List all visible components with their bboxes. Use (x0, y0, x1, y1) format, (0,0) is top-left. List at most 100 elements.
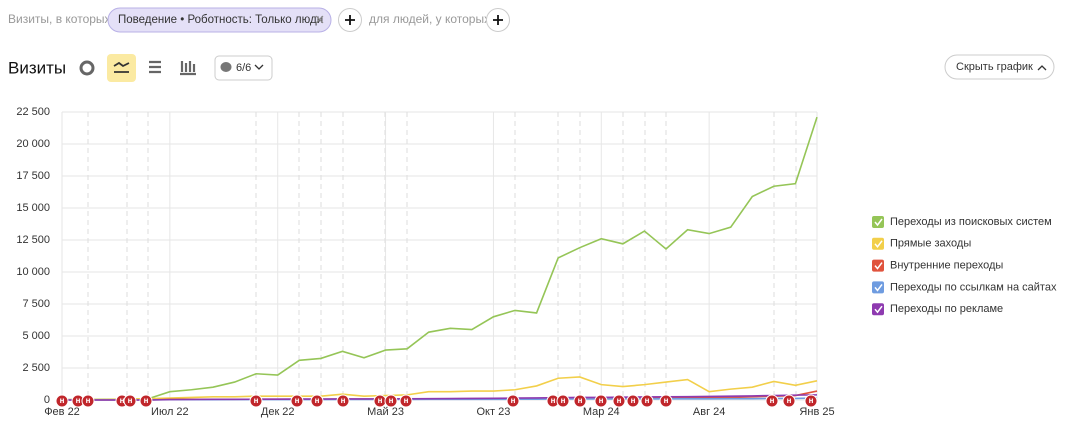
chevron (254, 64, 264, 70)
annotation-label: н (770, 396, 775, 405)
legend-checkbox[interactable] (872, 303, 884, 316)
annotation-marker (81, 394, 95, 408)
series-line (62, 116, 818, 401)
legend-check (874, 218, 883, 227)
annotation-marker (573, 394, 587, 408)
annotation-marker (765, 394, 779, 408)
annotation-marker (640, 394, 654, 408)
x-tick-label: Дек 22 (261, 406, 295, 418)
annotation-label: н (315, 396, 320, 405)
bar-view-icon[interactable] (180, 61, 196, 76)
x-tick-label: Янв 25 (799, 406, 834, 418)
plus-icon (345, 15, 355, 25)
hide-chart-text: Скрыть график (956, 61, 1033, 73)
filter-prefix: Визиты, в которых (8, 12, 111, 26)
annotation-label: н (561, 396, 566, 405)
annotation-label: н (378, 396, 383, 405)
annotation-marker (659, 394, 673, 408)
chevron (1037, 65, 1047, 71)
series-dropdown[interactable] (214, 55, 273, 81)
annotation-marker (336, 394, 350, 408)
annotation-marker (626, 394, 640, 408)
legend-check (874, 305, 883, 314)
annotation-marker (123, 394, 137, 408)
annotation-label: н (254, 396, 259, 405)
legend-label: Переходы по рекламе (890, 303, 1003, 315)
y-tick-label: 17 500 (16, 170, 50, 182)
line-view-selected[interactable] (107, 54, 136, 82)
annotation-label: н (664, 396, 669, 405)
filter-chip[interactable] (107, 7, 332, 33)
legend-check (874, 283, 883, 292)
line-view-icon (113, 61, 130, 73)
y-tick-label: 22 500 (16, 106, 50, 118)
annotation-label: н (295, 396, 300, 405)
heading: Визиты (8, 58, 66, 77)
series-counter: 6/6 (236, 62, 251, 74)
x-tick-label: Авг 24 (693, 406, 725, 418)
annotation-label: н (645, 396, 650, 405)
annotation-marker (310, 394, 324, 408)
chip-close[interactable] (315, 15, 324, 24)
y-tick-label: 0 (44, 394, 50, 406)
x-tick-label: Мар 24 (583, 406, 620, 418)
legend-check (874, 262, 883, 270)
legend-check (874, 240, 883, 249)
legend-label: Прямые заходы (890, 238, 971, 250)
annotation-marker (804, 394, 818, 408)
y-tick-label: 2 500 (22, 362, 50, 374)
annotation-label: н (617, 396, 622, 405)
annotation-marker (249, 394, 263, 408)
pie-view-icon[interactable] (79, 60, 95, 76)
annotation-label: н (76, 396, 81, 405)
annotation-marker (782, 394, 796, 408)
annotation-marker (139, 394, 153, 408)
legend-checkbox[interactable] (872, 237, 884, 250)
annotation-label: н (787, 396, 792, 405)
x-tick-label: Июл 22 (151, 406, 189, 418)
annotation-marker (399, 394, 413, 408)
annotation-label: н (404, 396, 409, 405)
annotation-marker (556, 394, 570, 408)
annotation-label: н (120, 396, 125, 405)
annotation-label: н (578, 396, 583, 405)
comment-icon (220, 62, 232, 72)
annotation-label: н (551, 396, 556, 405)
y-tick-label: 20 000 (16, 138, 50, 150)
y-tick-label: 10 000 (16, 266, 50, 278)
annotation-label: н (809, 396, 814, 405)
y-tick-label: 5 000 (22, 330, 50, 342)
y-tick-label: 7 500 (22, 298, 50, 310)
legend-label: Внутренние переходы (890, 260, 1003, 272)
series-line (62, 394, 818, 401)
annotation-label: н (389, 396, 394, 405)
annotation-marker (384, 394, 398, 408)
hide-chart-button[interactable] (944, 54, 1055, 80)
annotation-marker (290, 394, 304, 408)
y-tick-label: 12 500 (16, 234, 50, 246)
annotation-marker (594, 394, 608, 408)
legend-checkbox[interactable] (872, 281, 884, 294)
annotation-label: н (599, 396, 604, 405)
area-view-icon[interactable] (149, 60, 161, 74)
filter-middle: для людей, у которых (369, 12, 490, 26)
annotation-label: н (631, 396, 636, 405)
legend-checkbox[interactable] (872, 216, 884, 228)
annotation-label: н (341, 396, 346, 405)
annotation-marker (55, 394, 69, 408)
x-tick-label: Окт 23 (477, 406, 511, 418)
legend-checkbox[interactable] (872, 259, 884, 272)
plus-icon (493, 15, 503, 25)
x-tick-label: Май 23 (367, 406, 404, 418)
legend-label: Переходы из поисковых систем (890, 216, 1052, 228)
annotation-label: н (511, 396, 516, 405)
legend-label: Переходы по ссылкам на сайтах (890, 281, 1057, 293)
annotation-marker (506, 394, 520, 408)
annotation-label: н (86, 396, 91, 405)
filter-chip-text: Поведение • Роботность: Только люди (118, 14, 323, 26)
annotation-label: н (144, 396, 149, 405)
annotation-marker (612, 394, 626, 408)
y-tick-label: 15 000 (16, 202, 50, 214)
